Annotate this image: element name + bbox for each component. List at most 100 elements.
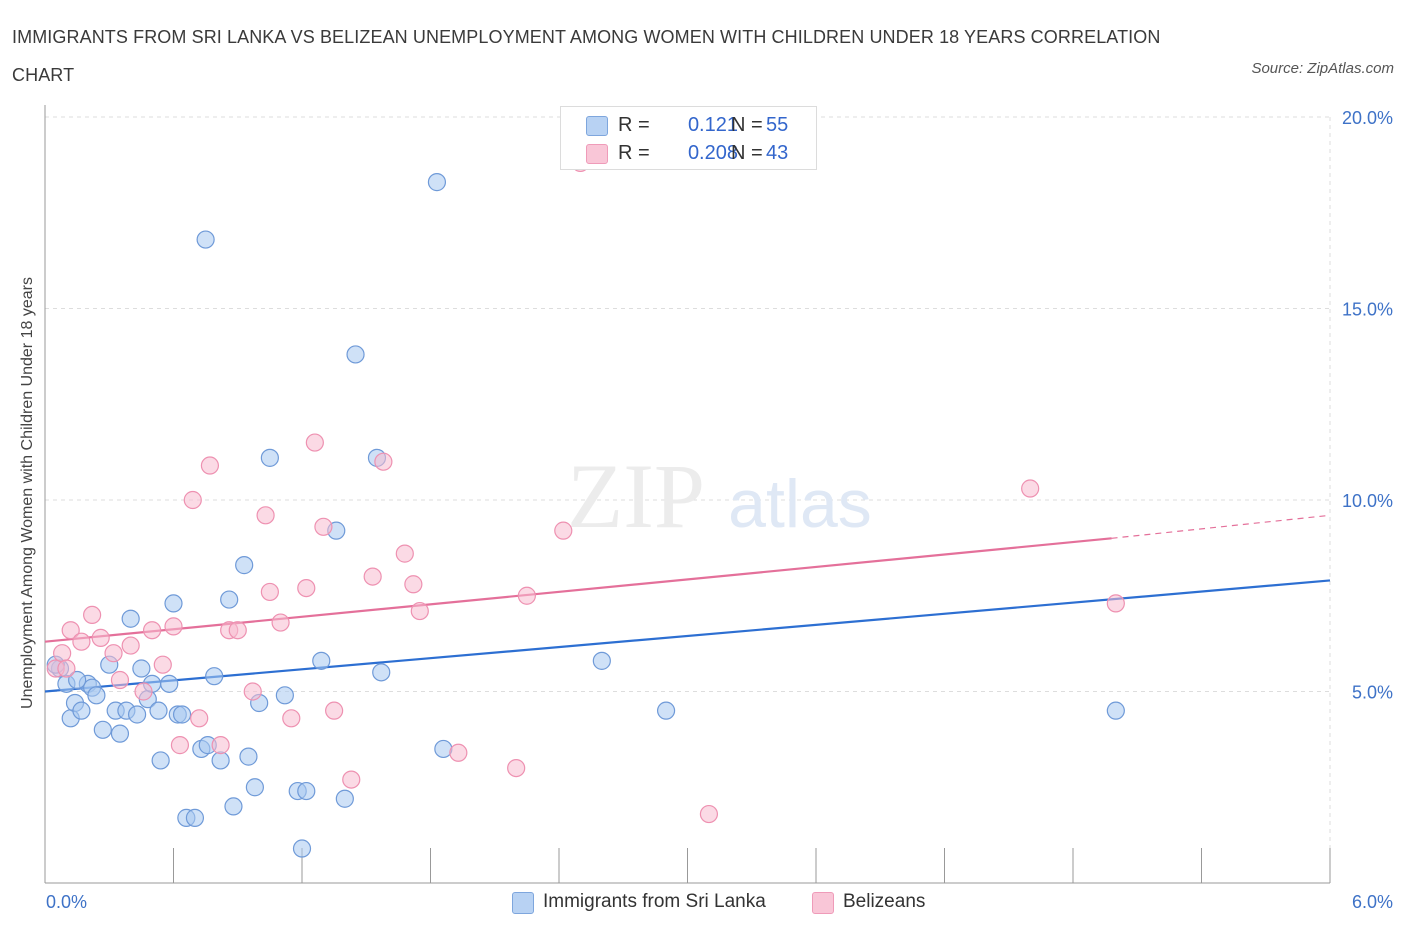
point-belizean [325,701,344,720]
data-points [46,153,1125,858]
point-sri-lanka [312,651,331,670]
point-sri-lanka [132,659,151,678]
point-sri-lanka [434,739,453,759]
correlation-legend: R = 0.121 N = 55 R = 0.208 N = 43 [560,106,817,170]
chart-title: IMMIGRANTS FROM SRI LANKA VS BELIZEAN UN… [12,27,1161,85]
point-sri-lanka [1106,701,1125,720]
point-belizean [164,617,183,636]
point-belizean [404,575,423,594]
series-legend: Immigrants from Sri Lanka Belizeans [0,888,1406,916]
point-belizean [183,490,202,510]
point-sri-lanka [239,747,258,766]
x-tick-label: 6.0% [1352,892,1393,912]
point-sri-lanka [196,230,215,249]
legend-swatch-blue [586,116,608,136]
point-belizean [104,644,123,663]
point-sri-lanka [93,720,112,739]
point-belizean [121,636,140,655]
point-belizean [211,736,230,755]
point-belizean [507,758,526,778]
watermark: ZIP atlas [567,445,872,547]
point-sri-lanka [235,556,254,575]
point-sri-lanka [220,590,239,609]
y-tick-label: 5.0% [1352,683,1393,703]
n-label: N = [731,114,763,136]
y-tick-label: 15.0% [1342,300,1393,320]
point-belizean [190,709,209,728]
point-sri-lanka [211,751,230,770]
axes [44,105,1331,884]
point-belizean [517,586,536,605]
point-sri-lanka [346,345,365,364]
point-belizean [57,659,76,678]
point-belizean [260,582,279,602]
n-value: 55 [766,114,789,136]
point-sri-lanka [245,778,264,797]
point-belizean [699,804,719,824]
point-sri-lanka [87,686,106,705]
point-sri-lanka [172,705,192,724]
n-label: N = [731,142,763,164]
point-sri-lanka [110,724,130,743]
point-belizean [449,743,468,762]
legend-swatch-blue [512,892,534,914]
point-belizean [342,770,361,789]
point-belizean [153,655,172,674]
point-belizean [1106,594,1125,613]
point-sri-lanka [121,609,140,628]
point-sri-lanka [260,448,279,467]
x-tick-label: 0.0% [46,892,87,912]
point-belizean [410,601,429,621]
legend-swatch-pink [586,144,608,164]
point-sri-lanka [297,781,316,801]
watermark-atlas: atlas [728,466,872,542]
point-sri-lanka [205,667,224,686]
point-belizean [297,578,316,598]
r-label: R = [618,114,650,136]
point-belizean [134,682,153,701]
point-sri-lanka [151,751,170,770]
r-label: R = [618,142,650,164]
point-belizean [243,682,262,701]
legend-swatch-pink [812,892,834,914]
point-belizean [228,621,247,640]
point-belizean [61,621,80,640]
point-belizean [282,709,301,728]
point-belizean [363,567,382,586]
point-belizean [200,456,220,475]
legend-label: Belizeans [843,891,926,912]
point-belizean [91,628,110,647]
point-belizean [305,433,324,452]
point-belizean [314,517,333,536]
point-sri-lanka [656,701,676,720]
r-value: 0.208 [687,142,738,164]
point-sri-lanka [160,674,179,693]
watermark-zip: ZIP [567,445,705,547]
r-value: 0.121 [687,114,738,136]
n-value: 43 [766,142,789,164]
trend-line-belizeans [44,537,1112,643]
tick-labels: 5.0% 10.0% 15.0% 20.0% 0.0% 6.0% [46,108,1393,912]
point-belizean [554,521,573,540]
point-belizean [395,544,414,563]
point-belizean [1021,479,1040,498]
source-label: Source: ZipAtlas.com [1251,60,1394,77]
point-sri-lanka [127,705,147,724]
point-belizean [142,621,162,640]
point-belizean [110,670,130,690]
point-sri-lanka [149,701,168,720]
point-belizean [53,644,72,663]
point-sri-lanka [68,670,87,690]
point-belizean [83,605,102,625]
point-sri-lanka [164,594,183,613]
point-sri-lanka [72,701,91,720]
point-belizean [256,506,275,525]
point-sri-lanka [275,686,294,705]
point-sri-lanka [592,651,611,670]
point-sri-lanka [292,839,312,858]
y-axis-label: Unemployment Among Women with Children U… [19,277,36,709]
point-sri-lanka [224,797,243,816]
point-belizean [170,736,190,755]
trend-line-belizeans-extension [1111,514,1331,539]
